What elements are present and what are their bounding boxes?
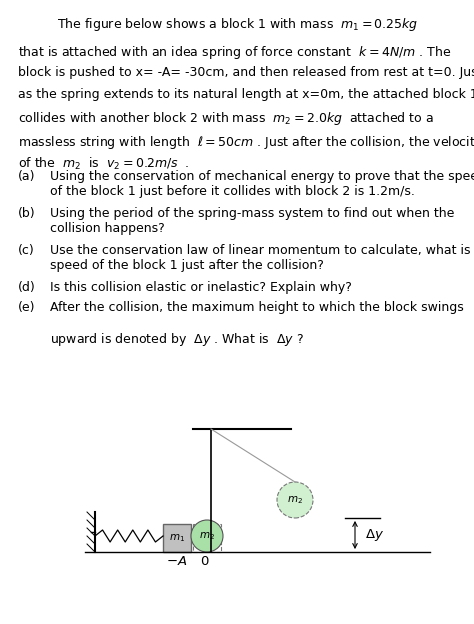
Text: $-A$: $-A$: [166, 555, 188, 568]
Text: Using the period of the spring-mass system to find out when the
collision happen: Using the period of the spring-mass syst…: [50, 207, 455, 235]
Text: block is pushed to x= -A= -30cm, and then released from rest at t=0. Just: block is pushed to x= -A= -30cm, and the…: [18, 66, 474, 79]
Circle shape: [277, 482, 313, 518]
Bar: [163, 524, 191, 552]
Text: Using the conservation of mechanical energy to prove that the speed
of the block: Using the conservation of mechanical ene…: [50, 170, 474, 198]
Text: $m_2$: $m_2$: [199, 530, 215, 542]
Text: (c): (c): [18, 244, 35, 257]
Text: (b): (b): [18, 207, 36, 220]
Circle shape: [191, 520, 223, 552]
Bar: [193, 524, 221, 552]
Text: Is this collision elastic or inelastic? Explain why?: Is this collision elastic or inelastic? …: [50, 281, 352, 294]
Text: The figure below shows a block 1 with mass  $m_1 = 0.25kg$: The figure below shows a block 1 with ma…: [56, 16, 418, 33]
Text: $\Delta y$: $\Delta y$: [365, 527, 384, 543]
Text: as the spring extends to its natural length at x=0m, the attached block 1: as the spring extends to its natural len…: [18, 88, 474, 101]
Text: (e): (e): [18, 301, 36, 314]
Text: massless string with length  $\ell = 50cm$ . Just after the collision, the veloc: massless string with length $\ell = 50cm…: [18, 134, 474, 151]
Text: $0$: $0$: [200, 555, 210, 568]
Text: of the  $m_2$  is  $v_2 = 0.2m/s$  .: of the $m_2$ is $v_2 = 0.2m/s$ .: [18, 156, 190, 172]
Text: Use the conservation law of linear momentum to calculate, what is the
speed of t: Use the conservation law of linear momen…: [50, 244, 474, 272]
Text: $m_2$: $m_2$: [287, 494, 303, 506]
Text: (d): (d): [18, 281, 36, 294]
Text: $m_1$: $m_1$: [169, 532, 185, 544]
Text: that is attached with an idea spring of force constant  $k = 4N/m$ . The: that is attached with an idea spring of …: [18, 44, 451, 61]
Text: collides with another block 2 with mass  $m_2 = 2.0kg$  attached to a: collides with another block 2 with mass …: [18, 110, 434, 127]
Text: After the collision, the maximum height to which the block swings

upward is den: After the collision, the maximum height …: [50, 301, 464, 348]
Text: (a): (a): [18, 170, 36, 183]
